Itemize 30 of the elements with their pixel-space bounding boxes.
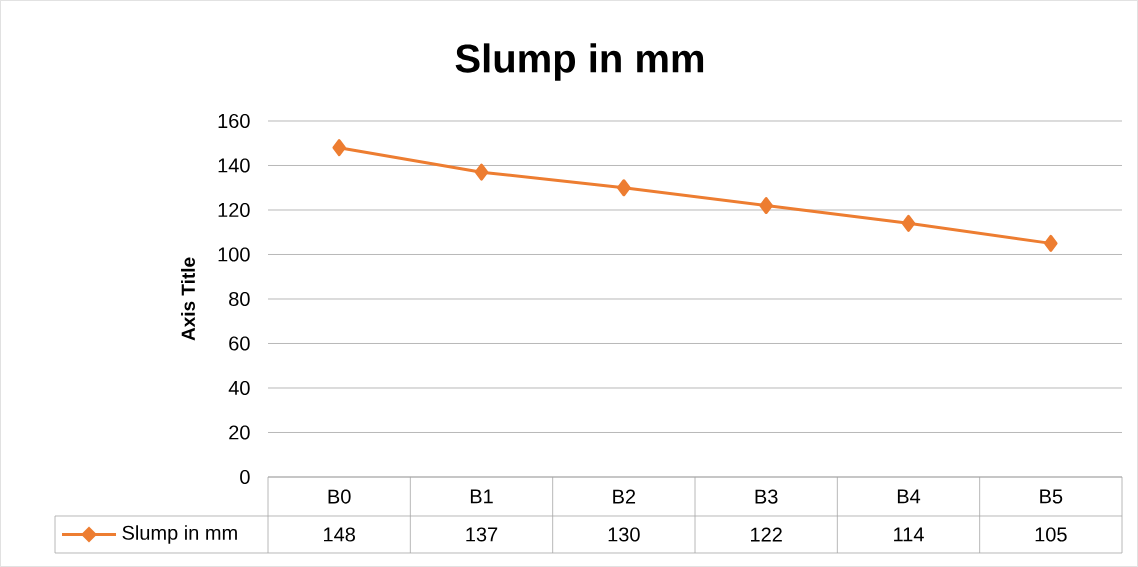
y-axis-title: Axis Title xyxy=(181,257,195,341)
point xyxy=(617,179,631,197)
data-label: 114 xyxy=(894,527,924,542)
chart-title: Slump in mm xyxy=(455,43,704,81)
point xyxy=(1044,234,1058,252)
y-tick-label: 80 xyxy=(229,291,250,307)
point xyxy=(474,163,489,181)
data-label: 130 xyxy=(608,527,640,542)
data-label: 148 xyxy=(324,527,355,542)
x-tick-label: B4 xyxy=(897,489,921,504)
y-tick-label: 140 xyxy=(218,158,250,173)
x-tick-label: B3 xyxy=(755,489,778,504)
y-tick-label: 160 xyxy=(218,113,250,129)
y-tick-label: 120 xyxy=(218,202,250,218)
data-label: 137 xyxy=(466,527,498,542)
point xyxy=(901,214,916,232)
data-label: 122 xyxy=(751,527,782,542)
x-tick-label: B1 xyxy=(470,489,493,504)
y-tick-label: 0 xyxy=(240,469,250,485)
y-tick-label: 20 xyxy=(229,425,250,440)
x-tick-label: B2 xyxy=(613,489,636,504)
point xyxy=(332,139,346,157)
x-tick-label: B5 xyxy=(1040,489,1063,504)
x-tick-label: B0 xyxy=(328,489,351,504)
legend-label: Slump in mm xyxy=(122,525,237,544)
y-tick-label: 60 xyxy=(229,336,250,351)
point xyxy=(759,197,773,215)
y-tick-label: 100 xyxy=(218,247,250,262)
data-label: 105 xyxy=(1035,527,1067,542)
y-tick-label: 40 xyxy=(228,380,250,396)
